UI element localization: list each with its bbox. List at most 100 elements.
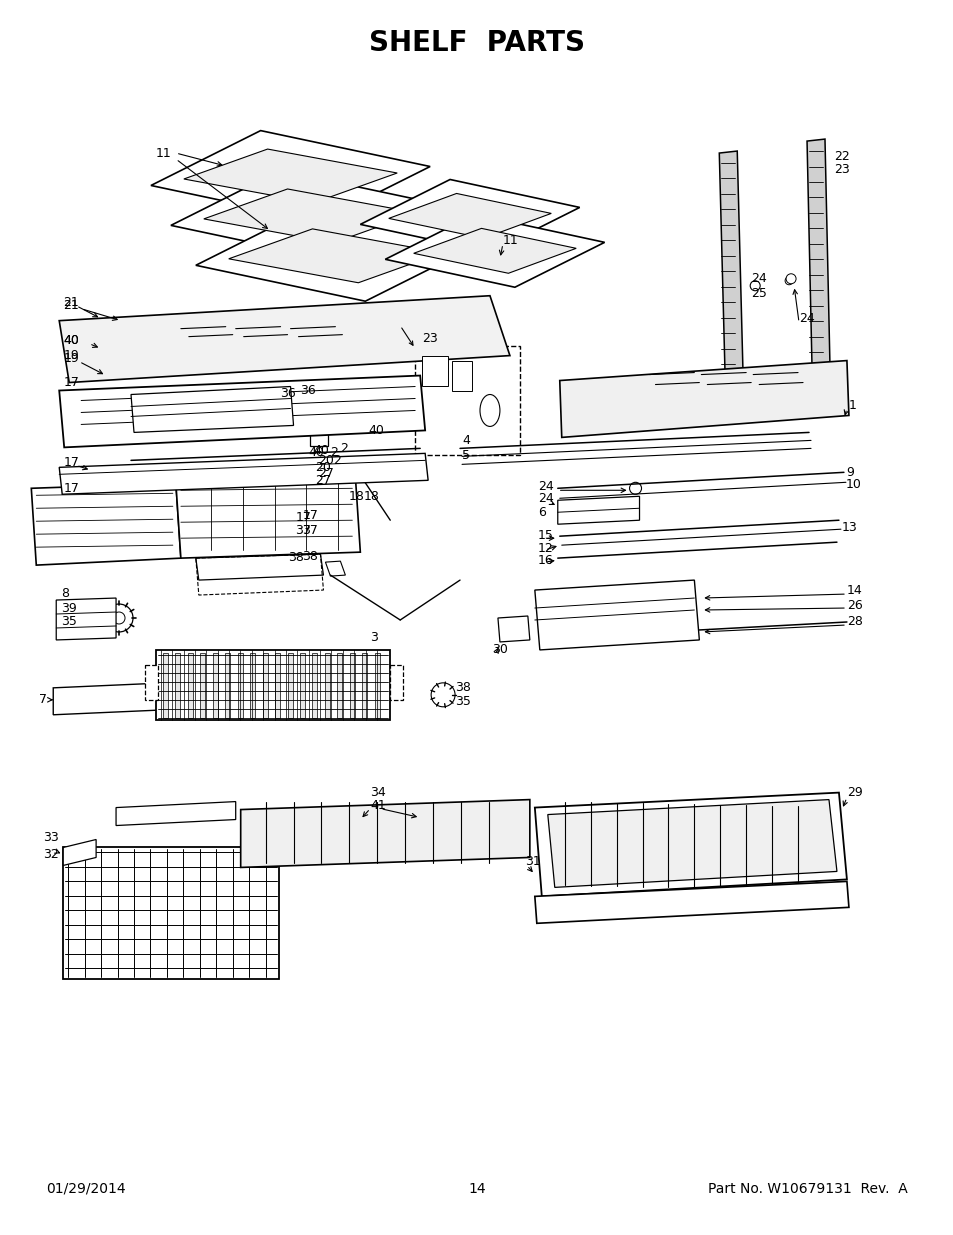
Polygon shape	[325, 561, 345, 576]
Text: 23: 23	[422, 332, 437, 345]
Polygon shape	[195, 210, 475, 301]
Polygon shape	[719, 151, 742, 383]
Text: 9: 9	[845, 466, 853, 479]
Text: 14: 14	[468, 1182, 485, 1195]
Bar	[310, 429, 328, 446]
Text: 33: 33	[43, 831, 59, 844]
Text: 20: 20	[318, 453, 334, 467]
Polygon shape	[155, 650, 390, 720]
Text: 8: 8	[61, 587, 70, 599]
Polygon shape	[229, 228, 441, 283]
Ellipse shape	[479, 394, 499, 426]
Text: 19: 19	[63, 352, 79, 366]
Polygon shape	[56, 598, 116, 640]
Circle shape	[785, 274, 795, 284]
Polygon shape	[240, 799, 529, 867]
Text: 34: 34	[370, 787, 386, 799]
Text: 11: 11	[155, 147, 172, 159]
Text: 21: 21	[63, 296, 79, 309]
Text: 23: 23	[833, 163, 849, 175]
Ellipse shape	[80, 693, 91, 706]
Text: 38: 38	[455, 682, 471, 694]
Polygon shape	[414, 228, 576, 273]
Polygon shape	[195, 555, 323, 580]
Text: 35: 35	[455, 695, 471, 709]
Polygon shape	[299, 653, 305, 718]
Text: 17: 17	[295, 511, 311, 524]
Polygon shape	[151, 131, 430, 221]
Ellipse shape	[80, 847, 85, 856]
Text: 17: 17	[302, 509, 318, 521]
Polygon shape	[225, 653, 230, 718]
Text: 7: 7	[39, 693, 48, 706]
Polygon shape	[200, 653, 205, 718]
Polygon shape	[497, 616, 529, 642]
Polygon shape	[204, 189, 416, 243]
Ellipse shape	[88, 618, 96, 625]
Text: 20: 20	[315, 461, 331, 474]
Polygon shape	[163, 653, 168, 718]
Text: 40: 40	[308, 446, 324, 459]
Ellipse shape	[112, 693, 122, 706]
Text: 40: 40	[63, 335, 79, 347]
Polygon shape	[558, 496, 639, 524]
Polygon shape	[535, 882, 848, 924]
Polygon shape	[250, 653, 254, 718]
Circle shape	[662, 614, 675, 626]
Text: 17: 17	[63, 375, 79, 389]
Text: 26: 26	[846, 599, 862, 611]
Text: 24: 24	[799, 312, 814, 325]
Text: 29: 29	[846, 787, 862, 799]
Polygon shape	[337, 653, 342, 718]
Polygon shape	[116, 802, 235, 825]
Text: 25: 25	[750, 288, 766, 300]
Polygon shape	[559, 361, 848, 437]
Text: 27: 27	[318, 467, 334, 480]
Polygon shape	[188, 653, 193, 718]
Ellipse shape	[185, 809, 196, 818]
Text: 12: 12	[537, 542, 553, 555]
FancyBboxPatch shape	[90, 340, 114, 362]
Polygon shape	[350, 653, 355, 718]
Polygon shape	[547, 799, 836, 888]
Text: 30: 30	[492, 643, 507, 657]
Polygon shape	[313, 653, 317, 718]
Circle shape	[563, 614, 575, 626]
Text: SHELF  PARTS: SHELF PARTS	[369, 30, 584, 57]
Text: 17: 17	[63, 482, 79, 495]
Text: 37: 37	[302, 524, 318, 537]
Text: 24: 24	[750, 272, 766, 285]
Polygon shape	[59, 375, 425, 447]
Polygon shape	[390, 664, 403, 700]
Text: 36: 36	[280, 387, 296, 400]
Text: 14: 14	[846, 584, 862, 597]
Text: 01/29/2014: 01/29/2014	[46, 1182, 126, 1195]
Polygon shape	[63, 847, 278, 979]
Ellipse shape	[62, 618, 71, 625]
Text: 22: 22	[833, 149, 849, 163]
Text: 40: 40	[314, 443, 329, 457]
Text: 24: 24	[537, 479, 553, 493]
Ellipse shape	[125, 809, 137, 818]
Text: 5: 5	[461, 448, 470, 462]
Ellipse shape	[128, 693, 138, 706]
Text: 1: 1	[848, 399, 856, 412]
Polygon shape	[145, 664, 158, 700]
Polygon shape	[59, 295, 509, 383]
Ellipse shape	[95, 693, 107, 706]
Circle shape	[431, 683, 455, 706]
Ellipse shape	[64, 693, 74, 706]
Text: 4: 4	[461, 433, 470, 447]
Polygon shape	[131, 387, 294, 432]
Polygon shape	[59, 453, 428, 494]
Circle shape	[105, 604, 132, 632]
Polygon shape	[360, 179, 579, 252]
Ellipse shape	[88, 847, 92, 856]
Text: 18: 18	[363, 490, 378, 503]
Ellipse shape	[145, 809, 157, 818]
Text: 41: 41	[370, 799, 386, 813]
Polygon shape	[31, 483, 181, 566]
Text: 27: 27	[315, 474, 331, 487]
Text: 2: 2	[330, 446, 338, 459]
Text: 38: 38	[302, 550, 318, 563]
